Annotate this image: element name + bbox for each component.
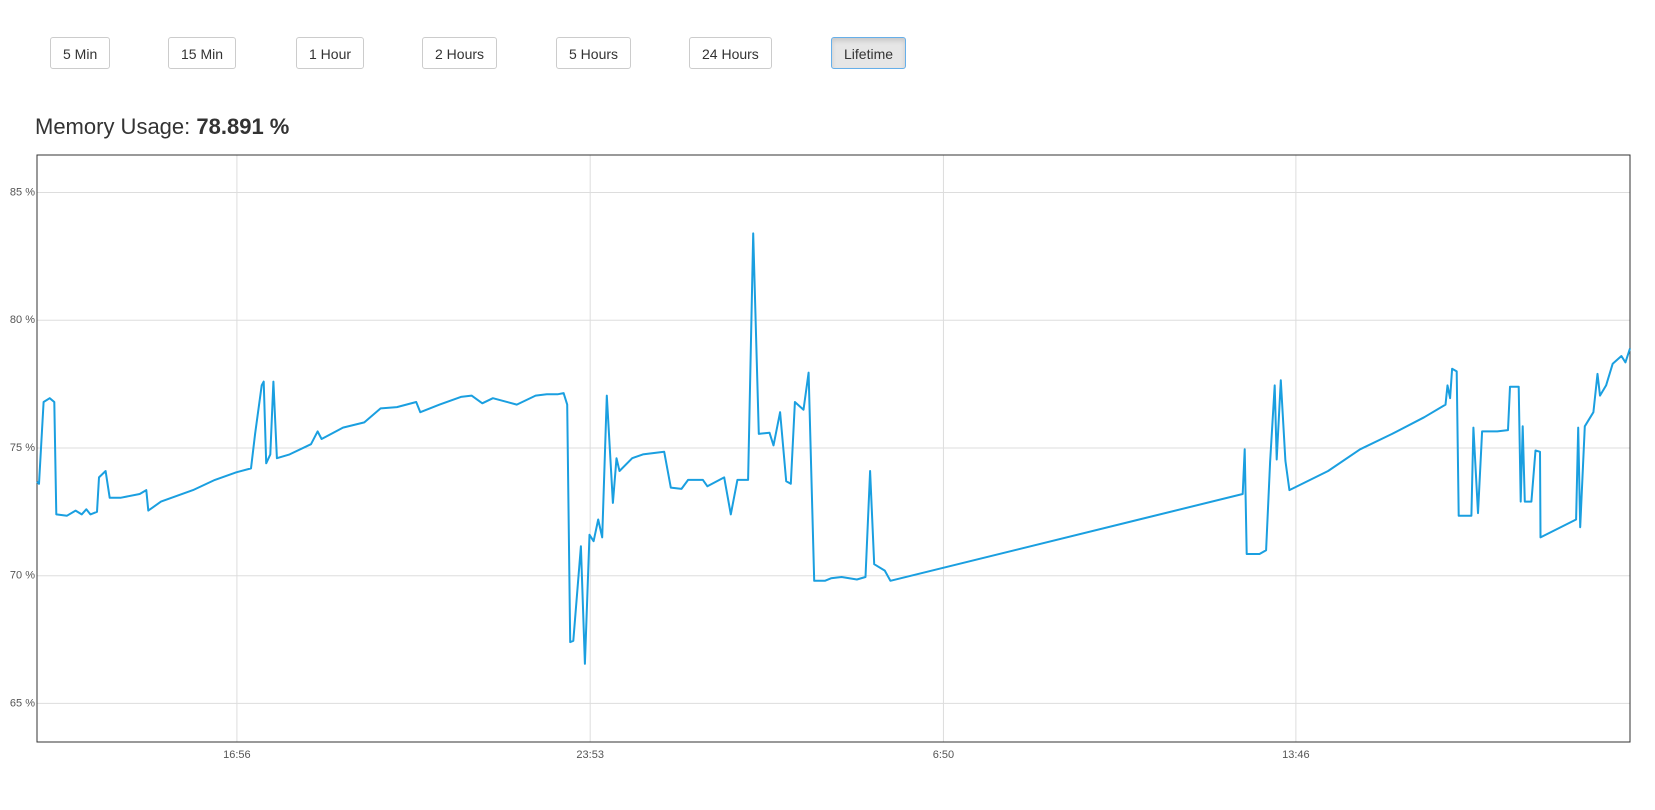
range-button[interactable]: 1 Hour bbox=[296, 37, 365, 69]
y-tick-label: 80 % bbox=[10, 314, 35, 326]
heading-label: Memory Usage: bbox=[35, 114, 191, 139]
range-button[interactable]: Lifetime bbox=[831, 37, 907, 69]
range-buttons: 5 Min 15 Min 1 Hour 2 Hours 5 Hours 24 Hours L… bbox=[50, 37, 1610, 71]
range-button[interactable]: 5 Hours bbox=[556, 37, 632, 69]
range-button[interactable]: 15 Min bbox=[168, 37, 237, 69]
heading: Memory Usage: 78.891 % bbox=[35, 114, 289, 140]
x-tick-label: 13:46 bbox=[1282, 749, 1310, 761]
x-tick-label: 23:53 bbox=[576, 749, 604, 761]
heading-value: 78.891 % bbox=[196, 114, 290, 139]
y-tick-label: 85 % bbox=[10, 186, 35, 198]
range-button[interactable]: 5 Min bbox=[50, 37, 111, 69]
x-tick-label: 6:50 bbox=[933, 749, 954, 761]
x-tick-label: 16:56 bbox=[223, 749, 251, 761]
y-tick-label: 65 % bbox=[10, 697, 35, 709]
data-line bbox=[36, 232, 1631, 665]
range-button[interactable]: 2 Hours bbox=[422, 37, 498, 69]
plot-border bbox=[36, 154, 1631, 743]
y-tick-label: 70 % bbox=[10, 570, 35, 582]
y-tick-label: 75 % bbox=[10, 442, 35, 454]
range-button[interactable]: 24 Hours bbox=[689, 37, 772, 69]
